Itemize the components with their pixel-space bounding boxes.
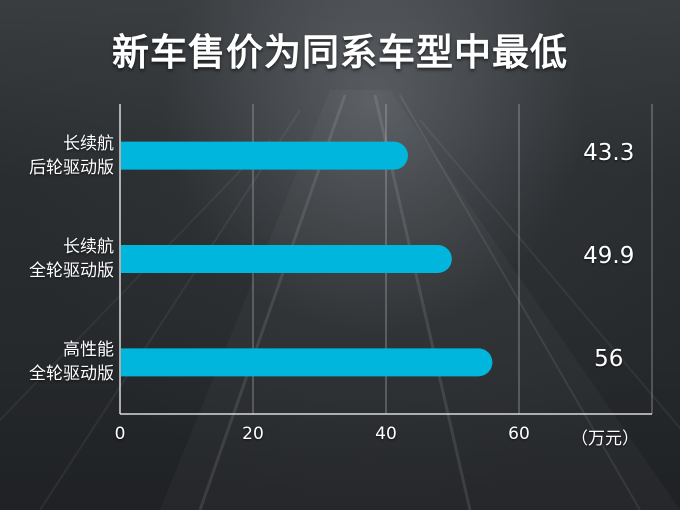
category-label-line: 后轮驱动版 (29, 157, 114, 178)
data-label: 56 (594, 346, 624, 373)
chart-title: 新车售价为同系车型中最低 (112, 31, 568, 74)
category-label-line: 长续航 (63, 133, 114, 154)
bar (121, 245, 452, 273)
category-label: 高性能全轮驱动版 (4, 338, 114, 386)
x-tick-label: 0 (114, 424, 126, 444)
x-tick-label: 40 (375, 424, 397, 444)
bar (121, 141, 408, 170)
data-label: 43.3 (583, 139, 635, 166)
category-label-line: 全轮驱动版 (29, 261, 114, 281)
x-tick-label: 60 (508, 424, 530, 444)
category-label-line: 高性能 (63, 340, 114, 361)
category-label: 长续航后轮驱动版 (4, 132, 114, 180)
category-label-line: 全轮驱动版 (29, 364, 114, 385)
category-label-line: 长续航 (63, 237, 114, 257)
x-tick-label: 20 (242, 424, 264, 444)
x-axis-unit-label: （万元） (571, 429, 639, 449)
bar (121, 348, 493, 377)
category-label: 长续航全轮驱动版 (4, 235, 114, 283)
data-label: 49.9 (583, 243, 635, 269)
